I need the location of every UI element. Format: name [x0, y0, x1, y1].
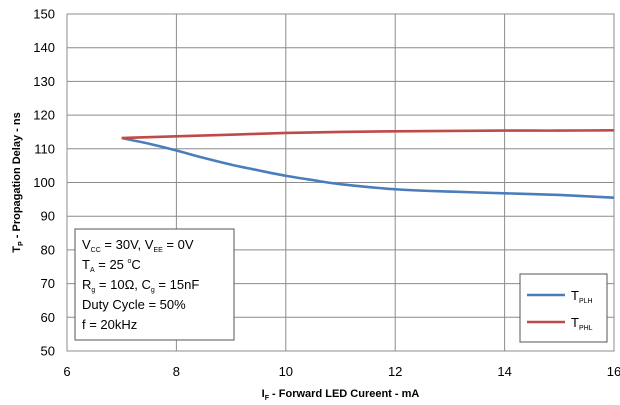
series-line-tplh [121, 136, 615, 199]
y-tick-label: 110 [34, 141, 55, 156]
condition-line: f = 20kHz [82, 317, 137, 332]
x-axis-title: IF - Forward LED Cureent - mA [262, 388, 420, 402]
y-tick-label: 130 [33, 74, 55, 89]
x-tick-label: 8 [173, 364, 180, 379]
conditions-box: VCC = 30V, VEE = 0V TA = 25 oC Rg = 10Ω, C… [74, 228, 235, 341]
y-tick-label: 70 [41, 276, 55, 291]
legend: TPLH TPHL [519, 273, 608, 343]
grid [66, 13, 615, 352]
legend-label: TPLH [571, 288, 593, 305]
axis-titles: IF - Forward LED Cureent - mA TP - Propag… [11, 112, 419, 402]
tick-labels: 50 60 70 80 90 100 110 120 130 140 150 6 8 10 12 14 16 [33, 7, 620, 380]
condition-line: TA = 25 oC [82, 257, 141, 274]
y-axis-title: TP - Propagation Delay - ns [11, 112, 25, 252]
condition-line: VCC = 30V, VEE = 0V [82, 237, 194, 254]
y-tick-label: 90 [41, 209, 55, 224]
series-lines [121, 128, 615, 199]
x-tick-label: 16 [607, 364, 620, 379]
y-tick-label: 140 [33, 40, 55, 55]
series-line-tphl [121, 128, 615, 140]
x-tick-label: 14 [497, 364, 511, 379]
legend-frame [519, 273, 608, 343]
condition-line: Duty Cycle = 50% [82, 297, 186, 312]
x-tick-label: 6 [63, 364, 70, 379]
y-tick-label: 150 [33, 7, 55, 22]
legend-label: TPHL [571, 315, 593, 332]
conditions-frame [74, 228, 235, 341]
y-tick-label: 120 [33, 108, 55, 123]
y-tick-label: 100 [33, 175, 55, 190]
condition-line: Rg = 10Ω, Cg = 15nF [82, 277, 199, 294]
plot-frame [66, 13, 615, 352]
y-tick-label: 80 [41, 242, 55, 257]
y-tick-label: 60 [41, 310, 55, 325]
y-tick-label: 50 [41, 344, 55, 359]
x-tick-label: 12 [388, 364, 402, 379]
x-tick-label: 10 [279, 364, 293, 379]
